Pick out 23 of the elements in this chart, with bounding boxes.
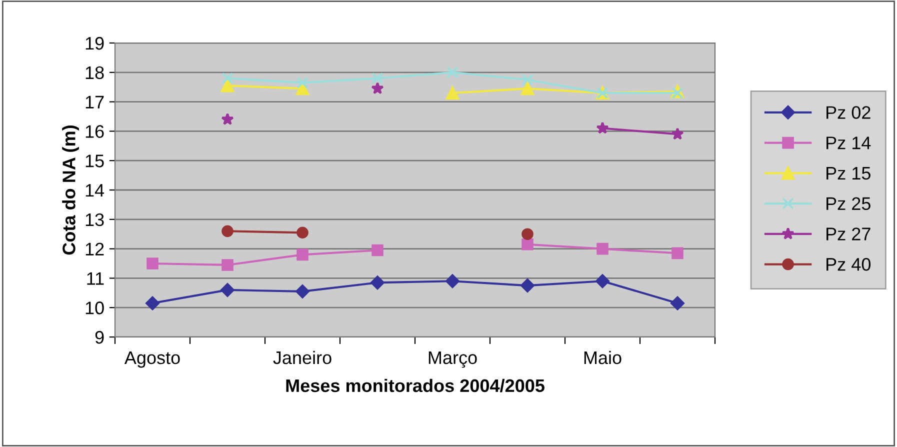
legend-label: Pz 15 <box>826 167 870 180</box>
y-tick-label: 18 <box>86 66 104 80</box>
y-tick-label: 12 <box>86 242 104 256</box>
y-tick-label: 11 <box>87 272 104 285</box>
x-tick-label: Agosto <box>124 352 180 368</box>
x-tick-label: Janeiro <box>273 350 332 364</box>
legend-label: Pz 40 <box>826 258 871 271</box>
x-tick-label: Maio <box>584 350 622 364</box>
legend-label: Pz 02 <box>826 106 870 119</box>
y-axis-title: Cota do NA (m) <box>62 126 79 255</box>
x-tick-label: Março <box>428 351 477 368</box>
y-tick-label: 14 <box>86 184 104 197</box>
x-axis-title: Meses monitorados 2004/2005 <box>286 378 544 392</box>
y-tick-label: 15 <box>86 154 104 168</box>
y-tick-label: 17 <box>86 96 104 108</box>
y-tick-label: 19 <box>86 36 104 50</box>
legend-label: Pz 14 <box>826 136 871 150</box>
y-tick-label: 16 <box>86 125 104 138</box>
y-tick-label: 10 <box>86 302 104 314</box>
y-tick-label: 9 <box>95 330 104 344</box>
legend-label: Pz 25 <box>826 197 870 210</box>
legend-label: Pz 27 <box>826 228 870 240</box>
y-tick-label: 13 <box>86 213 104 226</box>
